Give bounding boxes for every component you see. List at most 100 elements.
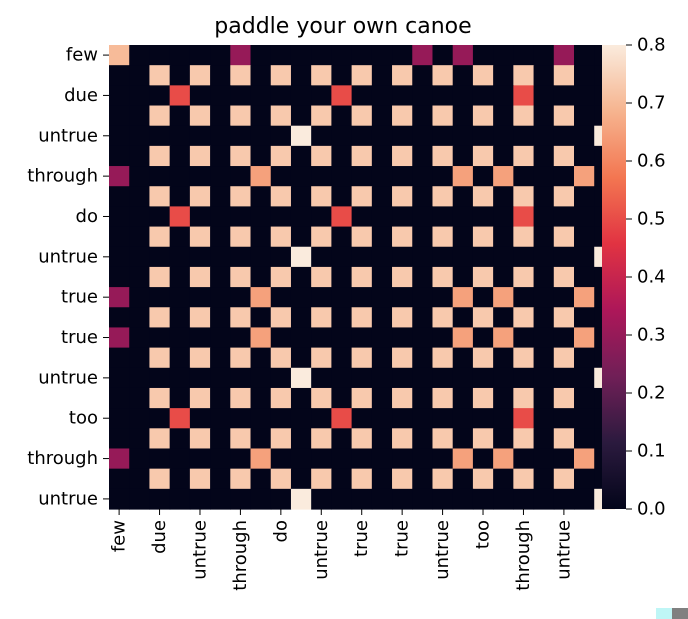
heatmap-cell: [149, 327, 171, 349]
heatmap-cell: [270, 226, 292, 248]
heatmap-cell: [513, 125, 535, 147]
heatmap-cell: [452, 387, 474, 409]
heatmap-cell: [513, 166, 535, 187]
heatmap-cell: [574, 307, 595, 329]
heatmap-cell: [230, 488, 252, 510]
heatmap-cell: [513, 266, 535, 288]
heatmap-cell: [149, 206, 171, 228]
heatmap-cell: [311, 408, 332, 429]
heatmap-cell: [169, 206, 191, 228]
heatmap-cell: [270, 408, 292, 429]
heatmap-cell: [533, 85, 555, 107]
heatmap-cell: [290, 105, 312, 127]
heatmap-cell: [129, 448, 151, 470]
heatmap-cell: [129, 428, 151, 450]
heatmap-cell: [513, 206, 535, 228]
heatmap-cell: [250, 246, 272, 268]
heatmap-cell: [311, 468, 332, 490]
heatmap-cell: [351, 65, 373, 86]
heatmap-cell: [574, 448, 595, 470]
heatmap-cell: [250, 65, 272, 86]
heatmap-cell: [149, 65, 171, 86]
heatmap-cell: [412, 266, 434, 288]
heatmap-cell: [250, 428, 272, 450]
heatmap-cell: [472, 327, 494, 349]
heatmap-cell: [210, 488, 231, 510]
heatmap-cell: [311, 226, 332, 248]
heatmap-cell: [533, 105, 555, 127]
heatmap-cell: [432, 65, 454, 86]
heatmap-cell: [270, 367, 292, 389]
heatmap-cell: [533, 65, 555, 86]
heatmap-cell: [169, 307, 191, 329]
heatmap-cell: [371, 408, 393, 429]
heatmap-cell: [392, 448, 413, 470]
heatmap-cell: [270, 387, 292, 409]
heatmap-cell: [351, 45, 373, 66]
heatmap-cell: [412, 85, 434, 107]
heatmap-cell: [129, 287, 151, 308]
heatmap-cell: [149, 226, 171, 248]
heatmap-cell: [452, 408, 474, 429]
heatmap-cell: [574, 468, 595, 490]
heatmap-cell: [129, 307, 151, 329]
x-tick-label: true: [351, 520, 372, 557]
heatmap-cell: [371, 45, 393, 66]
heatmap-cell: [311, 367, 332, 389]
heatmap-cell: [169, 85, 191, 107]
heatmap-cell: [432, 287, 454, 308]
heatmap-cell: [290, 448, 312, 470]
heatmap-cell: [311, 488, 332, 510]
heatmap-cell: [513, 105, 535, 127]
heatmap-cell: [392, 65, 413, 86]
x-tick-label: few: [109, 520, 130, 552]
y-tick-label: untrue: [38, 488, 98, 509]
heatmap-cell: [250, 226, 272, 248]
y-tick-label: due: [64, 85, 98, 106]
heatmap-cell: [553, 145, 575, 167]
heatmap-cell: [290, 145, 312, 167]
heatmap-cell: [472, 428, 494, 450]
heatmap-cell: [250, 347, 272, 369]
heatmap-cell: [311, 307, 332, 329]
heatmap-cell: [392, 226, 413, 248]
heatmap-cell: [210, 287, 231, 308]
heatmap-cell: [533, 448, 555, 470]
heatmap-cell: [574, 327, 595, 349]
heatmap-cell: [189, 206, 211, 228]
heatmap-cell: [452, 125, 474, 147]
heatmap-cell: [351, 85, 373, 107]
heatmap-cell: [290, 387, 312, 409]
heatmap-cell: [230, 327, 252, 349]
heatmap-cell: [311, 428, 332, 450]
heatmap-cell: [371, 65, 393, 86]
heatmap-cell: [513, 307, 535, 329]
heatmap-cell: [351, 246, 373, 268]
heatmap-cell: [189, 226, 211, 248]
heatmap-cell: [371, 287, 393, 308]
heatmap-cell: [452, 145, 474, 167]
heatmap-cell: [109, 428, 130, 450]
heatmap-cell: [513, 327, 535, 349]
heatmap-cell: [331, 45, 353, 66]
heatmap-cell: [371, 206, 393, 228]
heatmap-cell: [432, 387, 454, 409]
heatmap-cell: [493, 166, 514, 187]
colorbar-tick-label: 0.5: [637, 209, 666, 230]
heatmap-cell: [109, 327, 130, 349]
heatmap-cell: [452, 166, 474, 187]
heatmap-cell: [189, 166, 211, 187]
heatmap-cell: [574, 367, 595, 389]
y-tick-label: true: [61, 327, 98, 348]
heatmap-cell: [472, 448, 494, 470]
heatmap-cell: [452, 65, 474, 86]
heatmap-cell: [230, 448, 252, 470]
heatmap-cell: [392, 186, 413, 207]
heatmap-cell: [513, 65, 535, 86]
heatmap-cell: [169, 246, 191, 268]
heatmap-cell: [351, 347, 373, 369]
heatmap-cell: [493, 246, 514, 268]
heatmap-cell: [210, 367, 231, 389]
heatmap-cell: [533, 468, 555, 490]
heatmap-cell: [371, 307, 393, 329]
